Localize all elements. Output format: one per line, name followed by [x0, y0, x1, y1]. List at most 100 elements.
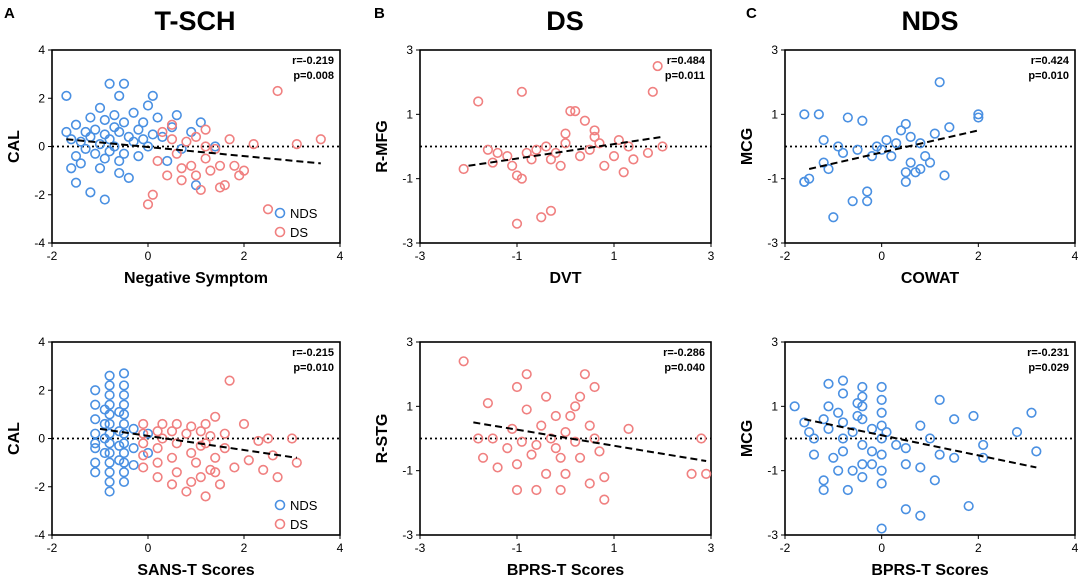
data-point-ds — [315, 134, 326, 145]
data-point-nds — [90, 443, 101, 454]
data-point-nds — [114, 440, 125, 451]
data-point-ds — [219, 180, 230, 191]
data-point-nds — [104, 389, 115, 401]
stat-p: p=0.040 — [664, 362, 705, 374]
data-point-ds — [516, 173, 527, 184]
data-point-ds — [526, 449, 537, 460]
data-point-nds — [920, 151, 931, 162]
data-point-nds — [128, 459, 139, 471]
data-point-nds — [949, 414, 960, 425]
data-point-nds — [195, 117, 206, 128]
data-point-ds — [186, 160, 197, 171]
x-tick-label: 3 — [708, 541, 715, 555]
data-point-ds — [540, 391, 552, 402]
data-point-ds — [511, 459, 523, 470]
data-point-ds — [195, 426, 206, 437]
data-point-nds — [833, 141, 844, 152]
data-point-nds — [857, 439, 868, 451]
data-point-ds — [696, 433, 707, 444]
data-point-ds — [238, 418, 250, 430]
regression-line — [66, 138, 321, 165]
data-point-nds — [934, 77, 945, 88]
data-point-nds — [90, 428, 101, 439]
data-point-nds — [900, 118, 911, 130]
data-point-nds — [833, 465, 844, 476]
data-point-ds — [200, 124, 211, 135]
data-point-ds — [262, 204, 274, 215]
data-point-nds — [99, 114, 110, 126]
data-point-ds — [511, 218, 523, 229]
data-point-nds — [70, 151, 82, 162]
data-point-ds — [540, 468, 552, 479]
legend-label-nds: NDS — [290, 206, 318, 221]
y-tick-label: -1 — [402, 172, 413, 186]
data-point-ds — [584, 144, 595, 155]
data-point-ds — [229, 160, 240, 171]
data-point-nds — [876, 420, 887, 431]
data-point-nds — [818, 475, 829, 486]
data-point-nds — [837, 417, 849, 428]
x-tick-label: -2 — [47, 249, 58, 263]
data-point-nds — [90, 148, 101, 159]
data-point-nds — [118, 457, 130, 468]
panel-title: DS — [546, 6, 584, 36]
data-point-nds — [891, 439, 902, 451]
data-point-nds — [837, 446, 849, 457]
data-point-nds — [857, 459, 868, 470]
data-point-nds — [813, 109, 824, 120]
stat-r: r=0.484 — [667, 55, 706, 67]
data-point-ds — [238, 165, 250, 176]
data-point-nds — [118, 389, 130, 401]
data-point-ds — [152, 443, 163, 454]
y-tick-label: 3 — [771, 335, 778, 349]
data-point-nds — [828, 212, 839, 223]
data-point-ds — [166, 479, 178, 490]
data-point-nds — [905, 157, 916, 168]
data-point-ds — [286, 433, 298, 444]
stat-p: p=0.008 — [293, 70, 334, 82]
data-point-nds — [118, 148, 130, 159]
data-point-nds — [104, 428, 115, 439]
data-point-ds — [291, 457, 302, 468]
data-point-nds — [109, 110, 120, 121]
data-point-ds — [594, 138, 605, 149]
data-point-ds — [190, 457, 202, 468]
y-tick-label: 1 — [771, 399, 778, 413]
data-point-ds — [458, 163, 469, 175]
y-tick-label: 2 — [38, 383, 45, 397]
data-point-nds — [109, 122, 120, 133]
data-point-nds — [128, 423, 139, 434]
data-point-ds — [589, 131, 600, 142]
data-point-ds — [487, 157, 498, 168]
data-point-nds — [876, 394, 887, 406]
data-point-nds — [118, 438, 130, 449]
data-point-ds — [181, 428, 192, 439]
x-tick-label: 2 — [975, 541, 982, 555]
stat-p: p=0.010 — [1028, 70, 1069, 82]
y-tick-label: -1 — [767, 172, 778, 186]
x-tick-label: -3 — [415, 541, 426, 555]
panel-letter: A — [4, 5, 15, 22]
data-point-nds — [104, 134, 115, 145]
data-point-nds — [900, 167, 911, 178]
data-point-ds — [560, 426, 571, 438]
data-point-nds — [114, 155, 125, 167]
data-point-ds — [157, 126, 168, 138]
data-point-nds — [1031, 446, 1042, 457]
data-point-nds — [133, 124, 144, 135]
data-point-nds — [837, 388, 849, 399]
y-tick-label: -2 — [34, 480, 45, 494]
stat-p: p=0.010 — [293, 362, 334, 374]
data-point-nds — [104, 467, 115, 478]
data-point-nds — [876, 381, 887, 393]
data-point-ds — [657, 141, 668, 152]
x-tick-label: -2 — [47, 541, 58, 555]
data-point-nds — [934, 394, 945, 406]
stat-p: p=0.029 — [1028, 362, 1069, 374]
data-point-nds — [109, 141, 120, 152]
data-point-nds — [99, 194, 110, 205]
data-point-ds — [574, 391, 586, 402]
data-point-nds — [104, 409, 115, 420]
data-point-nds — [90, 457, 101, 468]
data-point-ds — [623, 141, 634, 152]
